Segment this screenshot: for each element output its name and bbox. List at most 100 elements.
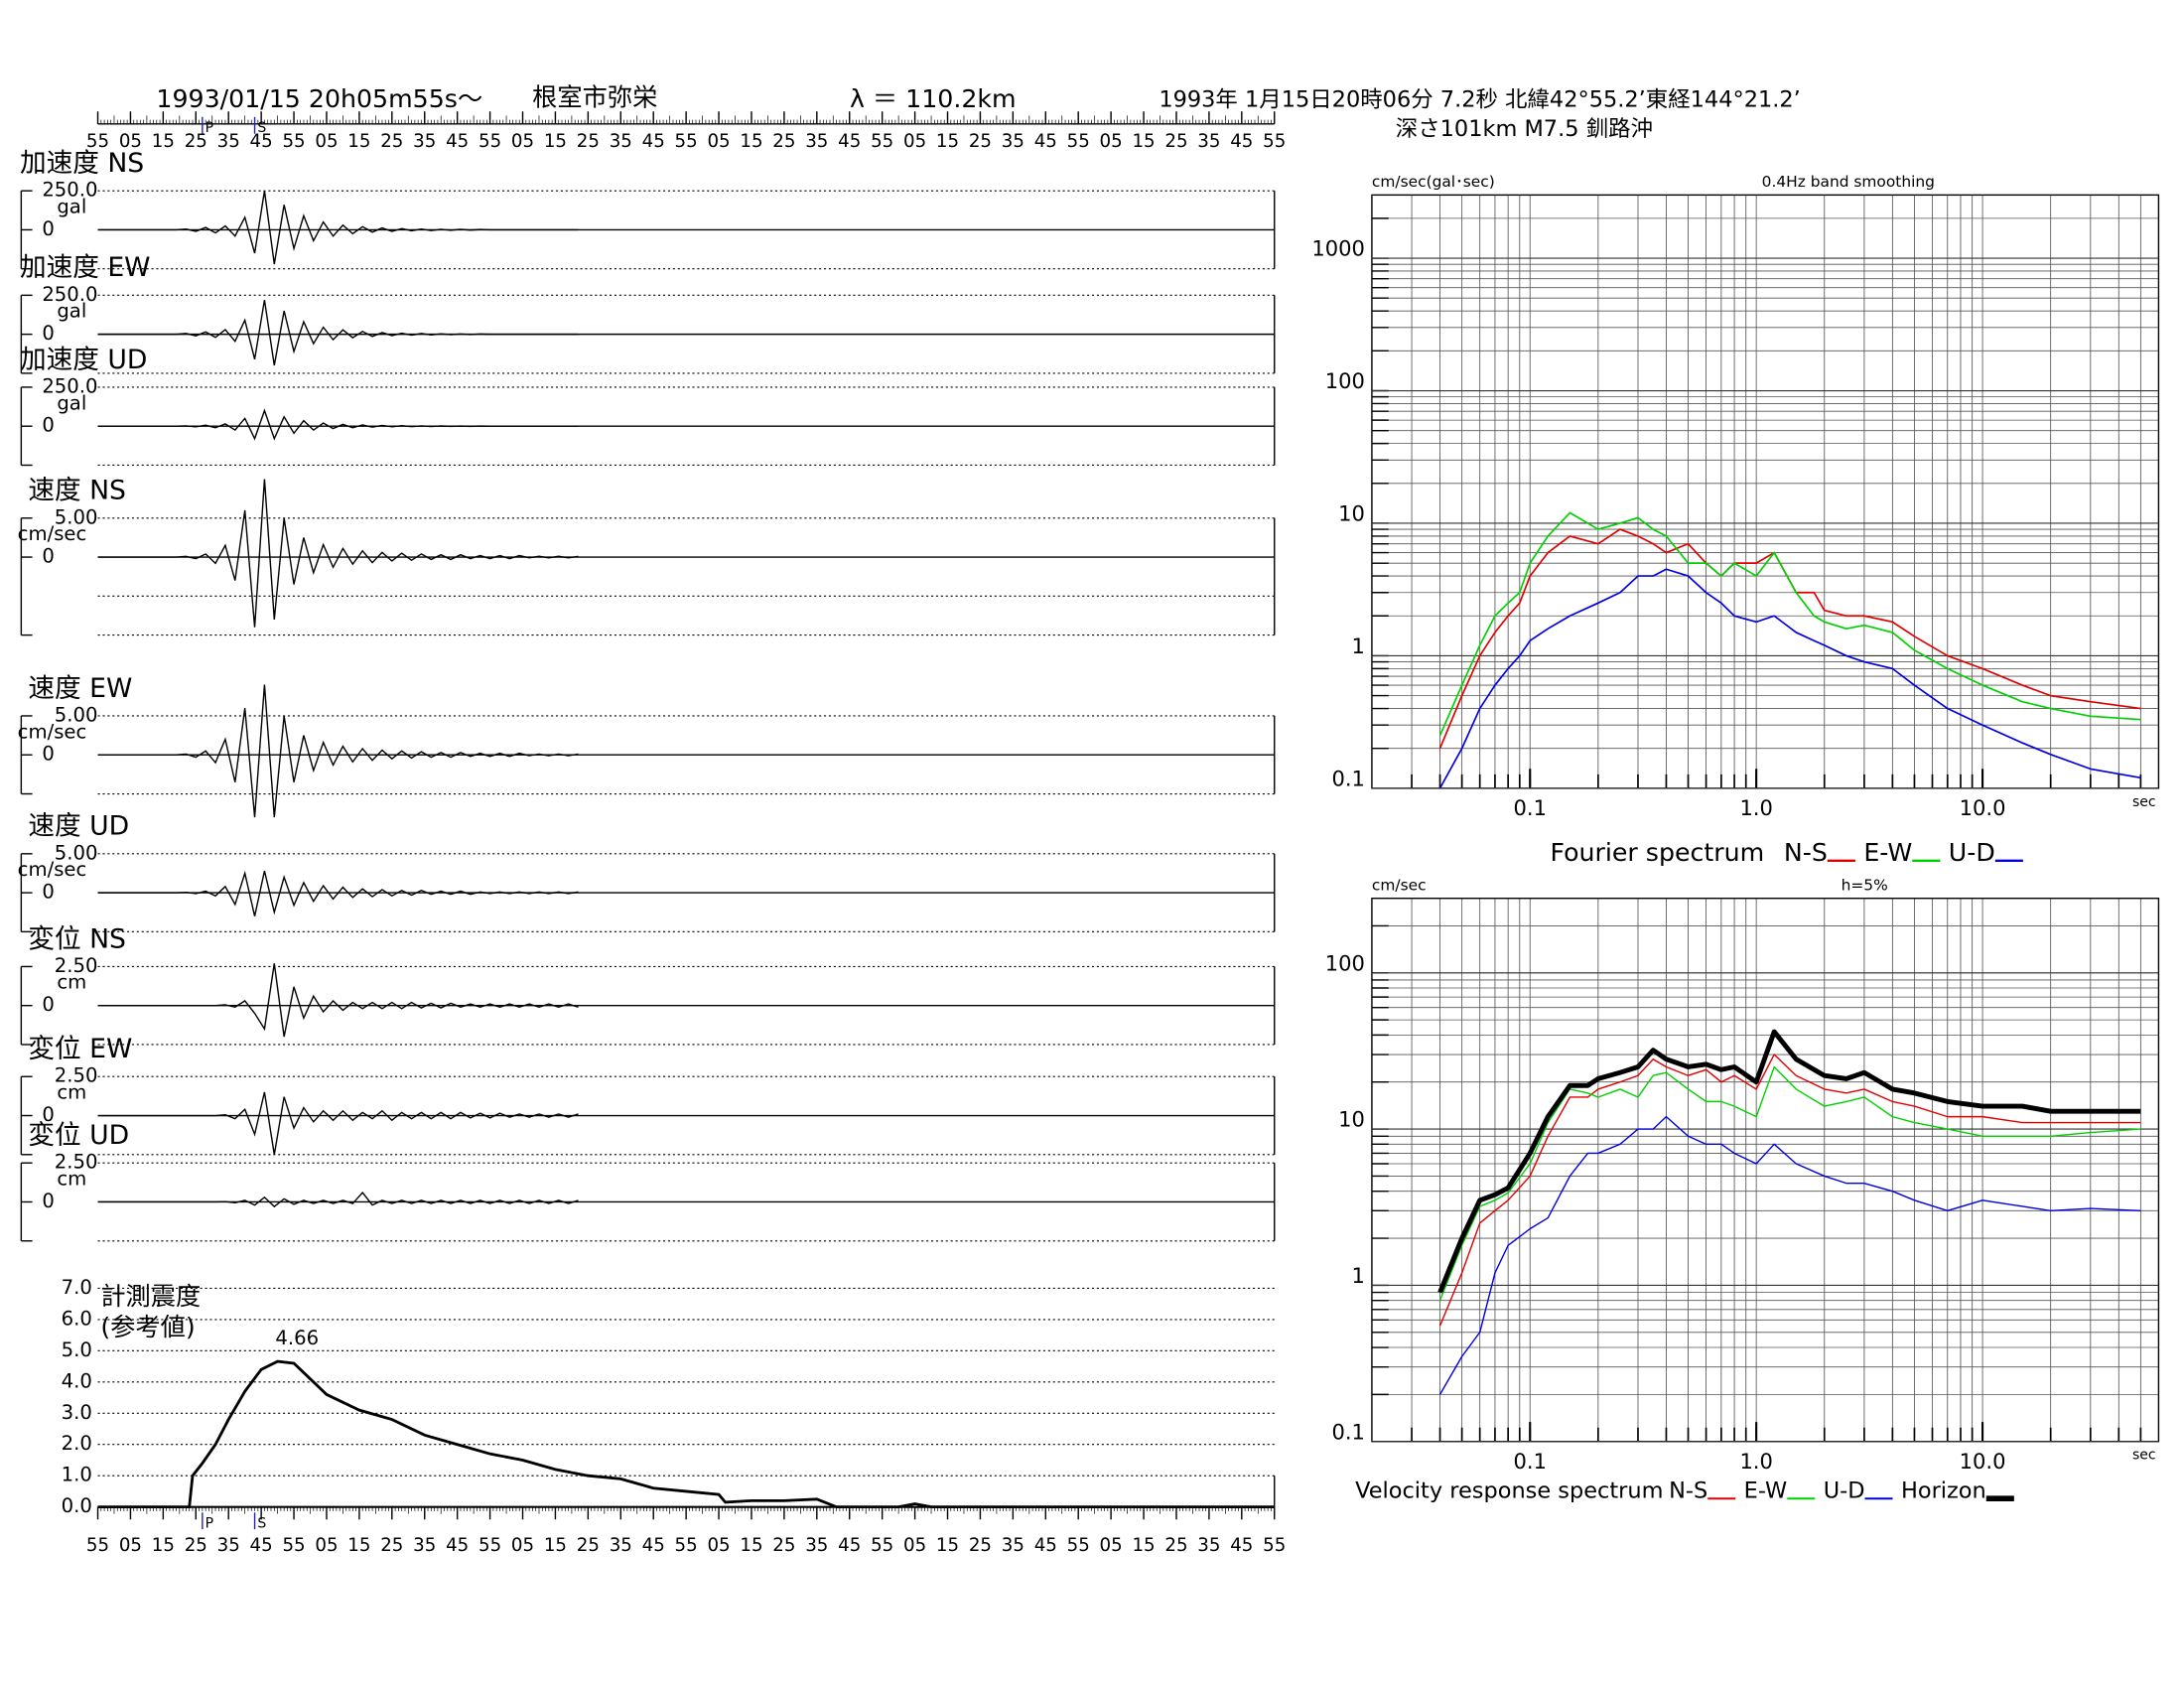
x-tick-label: 55 <box>675 1535 698 1556</box>
x-tick-label: 10.0 <box>1960 795 2006 820</box>
x-tick-label: 35 <box>1197 1535 1220 1556</box>
trace-zero-label: 0 <box>42 414 55 437</box>
x-tick-label: 45 <box>1034 1535 1057 1556</box>
legend-title: Velocity response spectrum <box>1355 1478 1663 1504</box>
x-tick-label: 45 <box>642 131 665 152</box>
trace-scale-label: 5.00 <box>55 841 98 864</box>
x-tick-label: 35 <box>217 131 240 152</box>
legend-label: N-S <box>1784 838 1828 867</box>
trace-name: 加速度 UD <box>20 345 147 375</box>
x-tick-label: 45 <box>446 131 469 152</box>
waveform-trace <box>97 479 579 628</box>
x-tick-label: 05 <box>119 131 142 152</box>
trace-scale-label: 5.00 <box>55 703 98 726</box>
waveform-trace <box>97 299 579 366</box>
x-tick-label: 45 <box>1230 131 1253 152</box>
x-tick-label: 15 <box>152 131 175 152</box>
y-tick-label: 0.0 <box>62 1494 92 1517</box>
phase-label: S <box>257 1515 266 1531</box>
y-tick-label: 3.0 <box>62 1401 92 1424</box>
x-tick-label: 55 <box>478 1535 501 1556</box>
x-tick-label: 05 <box>1100 131 1123 152</box>
x-tick-label: 15 <box>347 131 370 152</box>
trace-zero-label: 0 <box>42 545 55 568</box>
trace-scale-label: 5.00 <box>55 505 98 528</box>
trace-name: 変位 EW <box>28 1034 132 1064</box>
legend-label: Horizon <box>1901 1478 1986 1504</box>
x-tick-label: 35 <box>217 1535 240 1556</box>
y-tick-label: 0.1 <box>1331 1419 1364 1444</box>
x-tick-label: 55 <box>1263 1535 1286 1556</box>
chart-title: 計測震度 <box>100 1282 201 1311</box>
x-tick-label: 15 <box>936 131 959 152</box>
x-tick-label: 05 <box>707 1535 730 1556</box>
x-tick-label: 15 <box>936 1535 959 1556</box>
y-tick-label: 100 <box>1325 950 1365 975</box>
trace-unit: cm <box>57 971 86 994</box>
trace-unit: cm <box>57 1168 86 1191</box>
waveform-trace <box>97 963 579 1038</box>
x-tick-label: 35 <box>805 1535 828 1556</box>
y-tick-label: 1.0 <box>62 1464 92 1486</box>
x-tick-label: 15 <box>152 1535 175 1556</box>
spectrum-line <box>1438 1054 2141 1327</box>
x-tick-label: 25 <box>380 1535 403 1556</box>
x-tick-label: 05 <box>511 1535 534 1556</box>
trace-name: 加速度 EW <box>20 252 151 283</box>
y-tick-label: 1 <box>1352 633 1365 658</box>
y-axis-label: cm/sec <box>1372 877 1427 895</box>
spectrum-line <box>1438 528 2141 750</box>
header-distance: λ ＝ 110.2km <box>850 84 1017 113</box>
x-tick-label: 45 <box>838 1535 861 1556</box>
x-tick-label: 35 <box>413 1535 436 1556</box>
x-tick-label: 15 <box>347 1535 370 1556</box>
x-axis-label: sec <box>2132 794 2156 810</box>
trace-name: 加速度 NS <box>20 148 144 179</box>
header-datetime: 1993/01/15 20h05m55s〜 <box>156 84 482 113</box>
trace-scale-label: 250.0 <box>42 374 97 397</box>
x-tick-label: 55 <box>282 1535 305 1556</box>
spectrum-line <box>1438 1115 2141 1395</box>
spectrum-line <box>1437 1029 2141 1294</box>
x-tick-label: 25 <box>1164 1535 1187 1556</box>
x-tick-label: 15 <box>1132 1535 1155 1556</box>
x-tick-label: 45 <box>250 1535 273 1556</box>
legend-title: Fourier spectrum <box>1550 838 1764 867</box>
y-tick-label: 7.0 <box>62 1276 92 1299</box>
x-tick-label: 25 <box>577 1535 600 1556</box>
trace-zero-label: 0 <box>42 1103 55 1126</box>
trace-scale-label: 2.50 <box>55 1064 98 1087</box>
waveform-trace <box>97 408 579 441</box>
x-tick-label: 05 <box>707 131 730 152</box>
waveform-trace <box>97 684 579 818</box>
x-tick-label: 55 <box>871 131 893 152</box>
y-axis-label: cm/sec(gal･sec) <box>1372 173 1495 191</box>
x-tick-label: 55 <box>86 1535 109 1556</box>
x-tick-label: 25 <box>577 131 600 152</box>
x-tick-label: 05 <box>315 131 338 152</box>
legend-label: U-D <box>1824 1478 1865 1504</box>
x-tick-label: 05 <box>119 1535 142 1556</box>
waveform-trace <box>97 870 579 916</box>
x-tick-label: 25 <box>1164 131 1187 152</box>
waveform-trace <box>97 1091 579 1155</box>
phase-label: P <box>205 1515 213 1531</box>
trace-name: 速度 NS <box>28 476 126 506</box>
trace-scale-label: 250.0 <box>42 283 97 306</box>
trace-unit: cm/sec <box>18 522 87 545</box>
trace-unit: gal <box>57 391 86 414</box>
waveform-trace <box>97 1191 579 1208</box>
chart-subtitle: (参考値) <box>100 1313 195 1341</box>
y-tick-label: 1 <box>1352 1263 1365 1288</box>
x-tick-label: 35 <box>610 1535 632 1556</box>
x-tick-label: 45 <box>1230 1535 1253 1556</box>
trace-unit: cm/sec <box>18 858 87 881</box>
trace-name: 速度 UD <box>28 811 129 842</box>
x-axis-label: sec <box>2132 1448 2156 1464</box>
x-tick-label: 10.0 <box>1960 1449 2006 1474</box>
x-tick-label: 55 <box>1263 131 1286 152</box>
trace-unit: cm <box>57 1081 86 1104</box>
x-tick-label: 05 <box>1100 1535 1123 1556</box>
x-tick-label: 35 <box>610 131 632 152</box>
y-tick-label: 0.1 <box>1331 766 1364 790</box>
